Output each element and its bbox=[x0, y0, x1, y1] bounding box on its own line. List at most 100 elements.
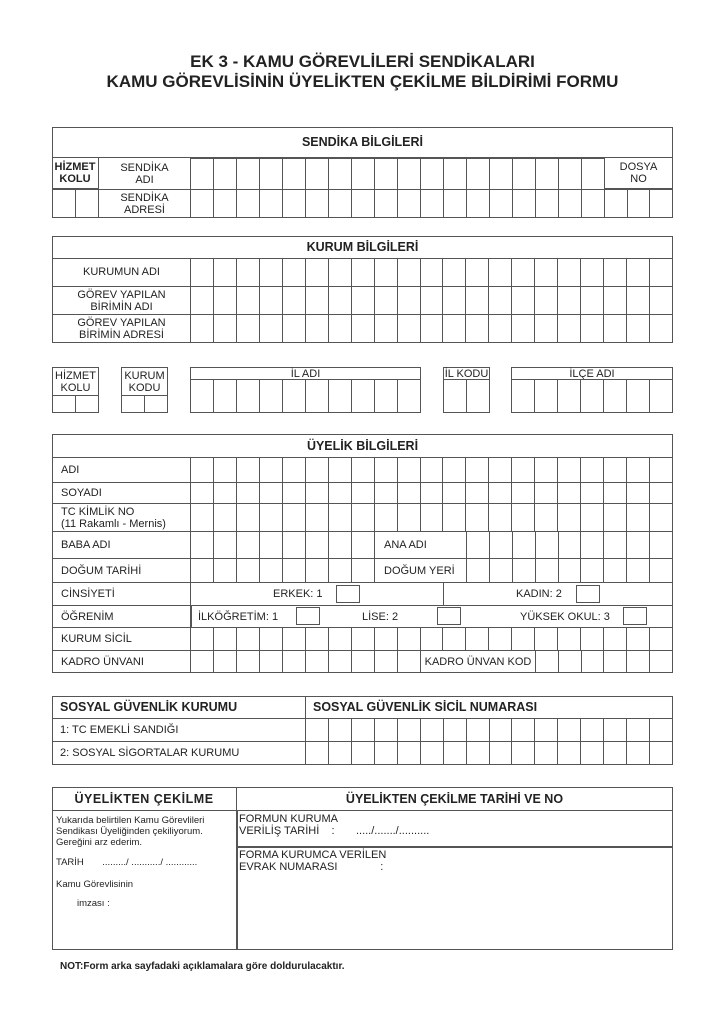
input-cell[interactable] bbox=[350, 315, 374, 342]
input-cell[interactable] bbox=[511, 458, 534, 482]
input-cell[interactable] bbox=[236, 190, 259, 217]
input-cell[interactable] bbox=[213, 380, 236, 412]
input-cell[interactable] bbox=[212, 315, 236, 342]
input-cell[interactable] bbox=[236, 532, 259, 558]
input-cell[interactable] bbox=[373, 742, 397, 764]
input-cell[interactable] bbox=[649, 651, 672, 672]
input-cell[interactable] bbox=[374, 190, 397, 217]
input-cell[interactable] bbox=[281, 259, 305, 286]
input-cell[interactable] bbox=[626, 287, 649, 314]
input-cell[interactable] bbox=[327, 483, 351, 503]
input-cell[interactable] bbox=[534, 532, 558, 558]
input-cell[interactable] bbox=[212, 259, 236, 286]
input-cell[interactable] bbox=[465, 287, 488, 314]
input-cell[interactable] bbox=[213, 532, 236, 558]
input-cell[interactable] bbox=[603, 315, 626, 342]
input-cell[interactable] bbox=[534, 742, 557, 764]
input-cell[interactable] bbox=[557, 259, 580, 286]
hizmet-kolu-cells[interactable] bbox=[52, 189, 99, 218]
birim-adresi-cells[interactable] bbox=[190, 314, 673, 343]
input-cell[interactable] bbox=[75, 396, 98, 412]
input-cell[interactable] bbox=[649, 380, 672, 412]
input-cell[interactable] bbox=[649, 315, 672, 342]
input-cell[interactable] bbox=[373, 483, 397, 503]
input-cell[interactable] bbox=[328, 159, 351, 189]
input-cell[interactable] bbox=[351, 159, 374, 189]
input-cell[interactable] bbox=[304, 458, 328, 482]
input-cell[interactable] bbox=[557, 483, 580, 503]
input-cell[interactable] bbox=[603, 628, 626, 650]
input-cell[interactable] bbox=[603, 380, 626, 412]
input-cell[interactable] bbox=[558, 159, 581, 189]
input-cell[interactable] bbox=[374, 159, 397, 189]
input-cell[interactable] bbox=[305, 159, 328, 189]
input-cell[interactable] bbox=[374, 651, 397, 672]
input-cell[interactable] bbox=[191, 532, 213, 558]
input-cell[interactable] bbox=[419, 719, 443, 741]
input-cell[interactable] bbox=[327, 719, 351, 741]
input-cell[interactable] bbox=[536, 651, 558, 672]
input-cell[interactable] bbox=[626, 315, 649, 342]
input-cell[interactable] bbox=[305, 190, 328, 217]
input-cell[interactable] bbox=[534, 483, 557, 503]
input-cell[interactable] bbox=[373, 628, 397, 650]
input-cell[interactable] bbox=[305, 532, 328, 558]
input-cell[interactable] bbox=[212, 504, 236, 531]
input-cell[interactable] bbox=[236, 651, 259, 672]
input-cell[interactable] bbox=[213, 559, 236, 582]
input-cell[interactable] bbox=[327, 628, 351, 650]
input-cell[interactable] bbox=[304, 287, 328, 314]
input-cell[interactable] bbox=[512, 190, 535, 217]
input-cell[interactable] bbox=[304, 259, 328, 286]
input-cell[interactable] bbox=[488, 287, 511, 314]
input-cell[interactable] bbox=[580, 483, 603, 503]
input-cell[interactable] bbox=[626, 259, 649, 286]
input-cell[interactable] bbox=[603, 532, 626, 558]
input-cell[interactable] bbox=[236, 559, 259, 582]
input-cell[interactable] bbox=[603, 458, 626, 482]
input-cell[interactable] bbox=[191, 259, 213, 286]
input-cell[interactable] bbox=[535, 159, 558, 189]
input-cell[interactable] bbox=[191, 380, 213, 412]
ilkogretim-checkbox[interactable] bbox=[296, 607, 320, 625]
input-cell[interactable] bbox=[328, 532, 351, 558]
input-cell[interactable] bbox=[466, 380, 489, 412]
tc-cells[interactable] bbox=[190, 503, 673, 532]
input-cell[interactable] bbox=[235, 458, 259, 482]
input-cell[interactable] bbox=[557, 742, 580, 764]
input-cell[interactable] bbox=[281, 483, 305, 503]
input-cell[interactable] bbox=[580, 504, 603, 531]
input-cell[interactable] bbox=[626, 719, 649, 741]
input-cell[interactable] bbox=[236, 380, 259, 412]
input-cell[interactable] bbox=[649, 742, 672, 764]
input-cell[interactable] bbox=[580, 458, 603, 482]
input-cell[interactable] bbox=[443, 190, 466, 217]
input-cell[interactable] bbox=[649, 532, 672, 558]
input-cell[interactable] bbox=[488, 458, 511, 482]
input-cell[interactable] bbox=[259, 559, 282, 582]
input-cell[interactable] bbox=[581, 190, 604, 217]
input-cell[interactable] bbox=[306, 719, 328, 741]
input-cell[interactable] bbox=[373, 259, 397, 286]
imza-field[interactable]: imzası : bbox=[77, 898, 110, 909]
input-cell[interactable] bbox=[489, 190, 512, 217]
input-cell[interactable] bbox=[122, 396, 144, 412]
input-cell[interactable] bbox=[305, 380, 328, 412]
input-cell[interactable] bbox=[626, 504, 649, 531]
input-cell[interactable] bbox=[442, 287, 465, 314]
input-cell[interactable] bbox=[397, 190, 420, 217]
input-cell[interactable] bbox=[557, 559, 581, 582]
input-cell[interactable] bbox=[558, 190, 581, 217]
input-cell[interactable] bbox=[397, 380, 420, 412]
input-cell[interactable] bbox=[213, 190, 236, 217]
input-cell[interactable] bbox=[557, 380, 580, 412]
input-cell[interactable] bbox=[603, 742, 626, 764]
input-cell[interactable] bbox=[442, 742, 466, 764]
sgk-sicil-cells-1[interactable] bbox=[305, 718, 673, 742]
input-cell[interactable] bbox=[534, 287, 557, 314]
input-cell[interactable] bbox=[465, 504, 488, 531]
input-cell[interactable] bbox=[397, 651, 420, 672]
input-cell[interactable] bbox=[419, 628, 443, 650]
input-cell[interactable] bbox=[351, 559, 374, 582]
input-cell[interactable] bbox=[511, 559, 535, 582]
